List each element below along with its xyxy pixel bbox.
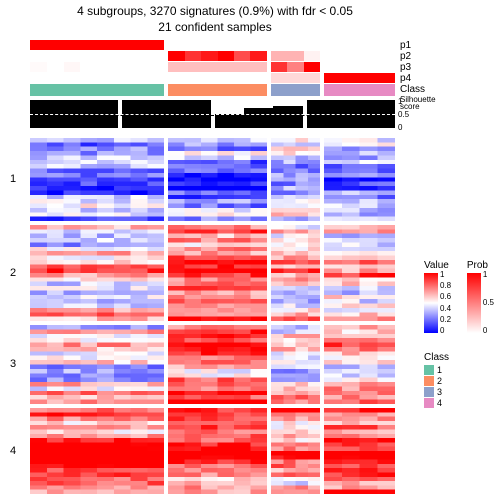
- row-group-label: 1: [10, 173, 16, 185]
- row-group-label: 3: [10, 358, 16, 370]
- annotation-labels: p1p2p3p4Class: [400, 40, 425, 95]
- class-legend-item: 1: [424, 365, 449, 375]
- heat-row-group: [30, 408, 395, 494]
- value-colorbar: [424, 273, 438, 333]
- heat-row-group: [30, 138, 395, 221]
- row-group-label: 4: [10, 445, 16, 457]
- annotation-tracks: [30, 40, 395, 97]
- class-legend-items: 1234: [424, 365, 449, 408]
- value-legend-title: Value: [424, 260, 449, 271]
- class-row: [30, 84, 395, 96]
- anno-row: [30, 73, 395, 83]
- anno-label: p3: [400, 62, 425, 73]
- title-line-1: 4 subgroups, 3270 signatures (0.9%) with…: [0, 4, 430, 18]
- silhouette-midline: [30, 114, 395, 116]
- anno-label: p4: [400, 73, 425, 84]
- value-legend: Value 10.80.60.40.20 Prob 10.50: [424, 260, 488, 333]
- title-line-2: 21 confident samples: [0, 20, 430, 34]
- anno-row: [30, 62, 395, 72]
- class-legend-item: 3: [424, 387, 449, 397]
- class-legend: Class 1234: [424, 352, 449, 409]
- heat-row-group: [30, 225, 395, 321]
- class-legend-title: Class: [424, 352, 449, 363]
- heatmap: [30, 138, 395, 494]
- anno-row: [30, 51, 395, 61]
- anno-label: p2: [400, 51, 425, 62]
- anno-label: p1: [400, 40, 425, 51]
- silhouette-tick: 0: [398, 123, 402, 132]
- row-group-label: 2: [10, 267, 16, 279]
- class-label: Class: [400, 84, 425, 95]
- silhouette-label: Silhouette score: [400, 96, 436, 111]
- anno-row: [30, 40, 395, 50]
- class-legend-item: 4: [424, 398, 449, 408]
- class-legend-item: 2: [424, 376, 449, 386]
- figure: 4 subgroups, 3270 signatures (0.9%) with…: [0, 0, 504, 504]
- silhouette-tick: 0.5: [398, 110, 409, 119]
- heat-row-group: [30, 325, 395, 404]
- prob-colorbar: [467, 273, 481, 333]
- silhouette-tick: 1: [398, 97, 402, 106]
